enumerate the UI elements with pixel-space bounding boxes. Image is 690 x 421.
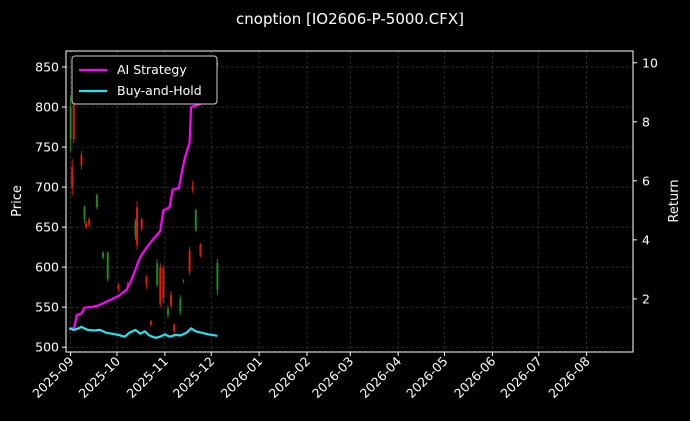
candlesticks: [69, 95, 219, 336]
y-tick-label-left: 850: [35, 60, 59, 75]
y-axis-right: 2 4 6 8 10: [633, 55, 658, 306]
candle-body: [149, 321, 152, 325]
series-lines: [68, 62, 219, 339]
candle-body: [69, 107, 72, 140]
candle-body: [173, 324, 176, 332]
candle-body: [159, 267, 162, 304]
candle-body: [170, 295, 173, 306]
legend-label-buy-and-hold: Buy-and-Hold: [117, 83, 202, 98]
y-tick-label-right: 2: [642, 291, 650, 306]
y-tick-label-left: 500: [35, 340, 59, 355]
y-axis-left: 500 550 600 650 700 750 800 850: [35, 60, 66, 355]
y-axis-right-title: Return: [667, 179, 682, 222]
x-tick-label: 2025-12: [170, 354, 218, 402]
candle-body: [145, 276, 148, 285]
series-line-ai-strategy: [69, 62, 219, 330]
y-axis-left-title: Price: [10, 185, 25, 217]
x-tick-label: 2025-10: [76, 353, 124, 401]
chart-title: cnoption [IO2606-P-5000.CFX]: [236, 10, 464, 28]
y-tick-label-right: 10: [642, 55, 658, 70]
candle-body: [194, 209, 197, 232]
candle-body: [106, 252, 109, 280]
series-line-buy-and-hold: [68, 325, 218, 339]
candle-body: [182, 280, 185, 282]
x-tick-label: 2026-03: [309, 354, 357, 402]
candle-body: [136, 207, 139, 245]
y-tick-label-left: 650: [35, 220, 59, 235]
x-tick-label: 2026-06: [451, 353, 499, 401]
x-tick-label: 2025-09: [29, 353, 77, 401]
legend-label-ai-strategy: AI Strategy: [117, 62, 187, 77]
y-tick-label-left: 550: [35, 300, 59, 315]
legend-box: [71, 55, 218, 105]
candle-body: [162, 268, 165, 298]
candle-body: [140, 219, 143, 229]
x-tick-label: 2026-07: [497, 354, 545, 402]
candle-body: [191, 187, 194, 190]
candle-body: [83, 207, 86, 220]
candle-body: [117, 284, 120, 289]
candle-body: [166, 308, 169, 316]
candle-body: [85, 223, 88, 228]
y-tick-label-left: 800: [35, 100, 59, 115]
y-tick-label-right: 4: [642, 232, 650, 247]
candle-body: [156, 263, 159, 285]
x-tick-label: 2026-08: [545, 353, 593, 401]
x-tick-label: 2026-05: [403, 354, 451, 402]
y-tick-label-left: 700: [35, 180, 59, 195]
x-tick-label: 2026-04: [357, 353, 405, 401]
x-tick-label: 2026-01: [218, 354, 266, 402]
x-tick-label: 2025-11: [123, 354, 171, 402]
grid-lines: [66, 51, 633, 352]
candle-body: [188, 251, 191, 272]
candle-body: [88, 219, 91, 225]
candle-body: [134, 221, 137, 236]
x-tick-label: 2026-02: [266, 354, 314, 402]
candle-body: [71, 167, 74, 188]
candle-body: [95, 195, 98, 208]
plot-frame: [65, 50, 634, 353]
y-tick-label-left: 750: [35, 140, 59, 155]
candle-body: [199, 244, 202, 256]
candle-body: [216, 263, 219, 290]
candle-body: [80, 155, 83, 165]
y-tick-label-right: 6: [642, 173, 650, 188]
candle-body: [72, 99, 75, 140]
y-tick-label-left: 600: [35, 260, 59, 275]
legend: AI Strategy Buy-and-Hold: [71, 55, 218, 105]
y-tick-label-right: 8: [642, 114, 650, 129]
candle-body: [102, 252, 105, 258]
candle-body: [179, 299, 182, 312]
